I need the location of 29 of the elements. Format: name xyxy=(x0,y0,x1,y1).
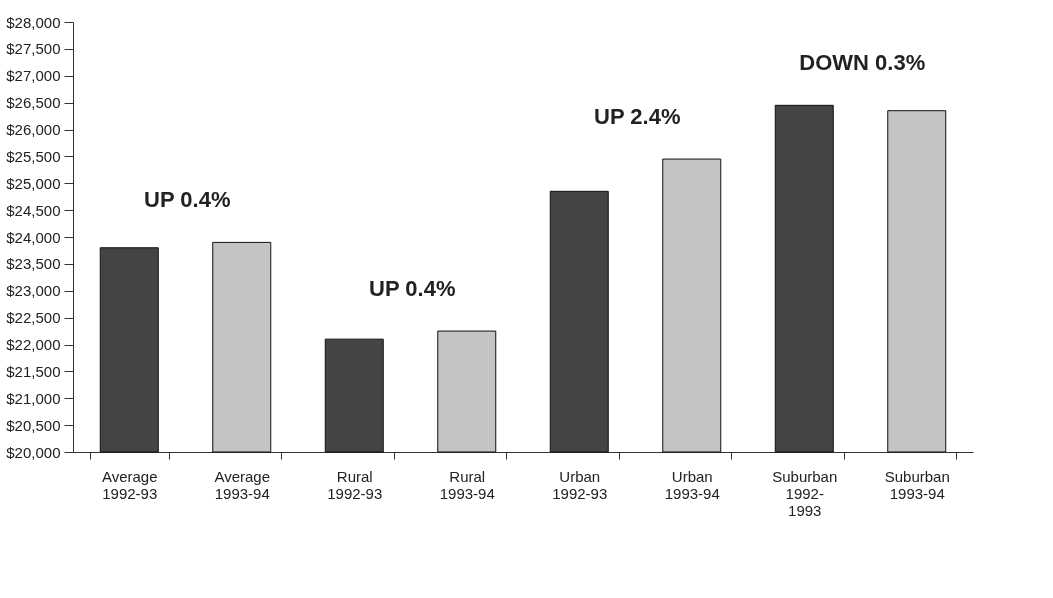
y-tick-label: $20,500 xyxy=(6,416,61,434)
y-tick-label: $26,500 xyxy=(6,94,61,112)
y-tick-label: $22,000 xyxy=(6,336,61,353)
x-tick-label: Rural 1993-94 xyxy=(439,467,495,502)
x-tick-label: Suburban 1992- 1993 xyxy=(772,467,838,519)
y-tick-label: $22,500 xyxy=(6,309,61,327)
annotation: UP 2.4% xyxy=(594,104,681,130)
y-tick-label: $26,000 xyxy=(6,121,61,138)
y-tick-label: $27,500 xyxy=(6,40,61,58)
y-tick-label: $24,500 xyxy=(6,201,61,219)
annotation: UP 0.4% xyxy=(369,276,456,302)
y-tick-label: $23,500 xyxy=(6,255,61,273)
x-tick-label: Suburban 1993-94 xyxy=(884,467,950,502)
y-tick-label: $21,000 xyxy=(6,389,61,407)
y-tick-label: $28,000 xyxy=(6,13,61,31)
y-tick-label: $20,000 xyxy=(6,443,61,461)
x-tick-label: Urban 1992-93 xyxy=(552,467,608,502)
y-tick-label: $23,000 xyxy=(6,282,61,300)
annotation: DOWN 0.3% xyxy=(799,50,926,76)
x-tick-label: Average 1992-93 xyxy=(101,467,158,502)
annotation: UP 0.4% xyxy=(144,187,231,213)
y-tick-label: $25,000 xyxy=(6,174,61,192)
y-tick-label: $24,000 xyxy=(6,228,61,246)
x-tick-label: Rural 1992-93 xyxy=(327,467,383,502)
x-tick-label: Urban 1993-94 xyxy=(664,467,720,502)
y-tick-label: $27,000 xyxy=(6,67,61,85)
x-tick-label: Average 1993-94 xyxy=(214,467,271,502)
y-tick-label: $25,500 xyxy=(6,147,61,165)
y-tick-label: $21,500 xyxy=(6,362,61,380)
